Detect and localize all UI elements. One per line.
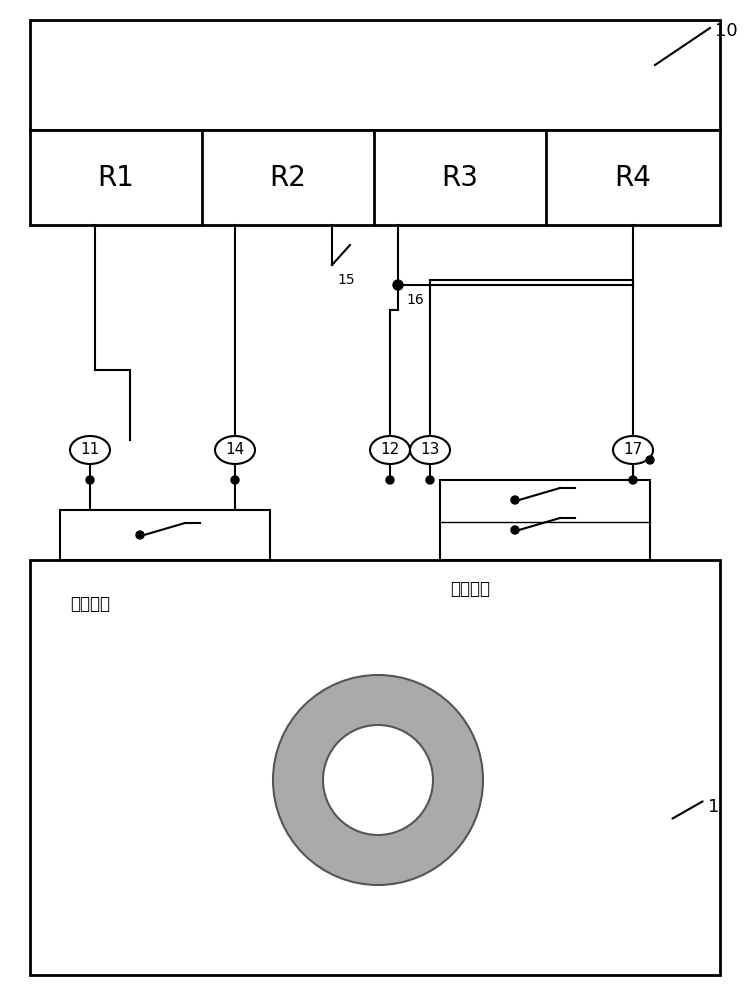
Ellipse shape: [215, 436, 255, 464]
Circle shape: [629, 476, 637, 484]
Circle shape: [273, 675, 483, 885]
Text: 15: 15: [337, 273, 355, 287]
Text: R4: R4: [615, 164, 652, 192]
Text: R3: R3: [442, 164, 479, 192]
Circle shape: [393, 280, 403, 290]
Ellipse shape: [70, 436, 110, 464]
Circle shape: [231, 476, 239, 484]
Circle shape: [511, 496, 519, 504]
Text: 14: 14: [225, 442, 245, 458]
Circle shape: [511, 526, 519, 534]
Text: 11: 11: [80, 442, 100, 458]
Text: 12: 12: [380, 442, 400, 458]
Circle shape: [386, 476, 394, 484]
Circle shape: [86, 476, 94, 484]
Bar: [30, 560, 720, 975]
Circle shape: [323, 725, 433, 835]
Text: 1: 1: [708, 798, 720, 816]
Bar: [60, 510, 270, 560]
Bar: [30, 130, 720, 225]
Circle shape: [646, 456, 654, 464]
Text: 13: 13: [420, 442, 440, 458]
Bar: [30, 20, 720, 130]
Circle shape: [136, 531, 144, 539]
Ellipse shape: [613, 436, 653, 464]
Circle shape: [426, 476, 434, 484]
Bar: [440, 480, 650, 560]
Text: R2: R2: [270, 164, 306, 192]
Ellipse shape: [410, 436, 450, 464]
Text: 开关控制: 开关控制: [70, 595, 110, 613]
Text: 16: 16: [406, 293, 424, 307]
Text: 10: 10: [715, 22, 738, 40]
Text: 17: 17: [624, 442, 643, 458]
Text: 拍摄控制: 拍摄控制: [450, 580, 490, 598]
Ellipse shape: [370, 436, 410, 464]
Text: R1: R1: [98, 164, 135, 192]
